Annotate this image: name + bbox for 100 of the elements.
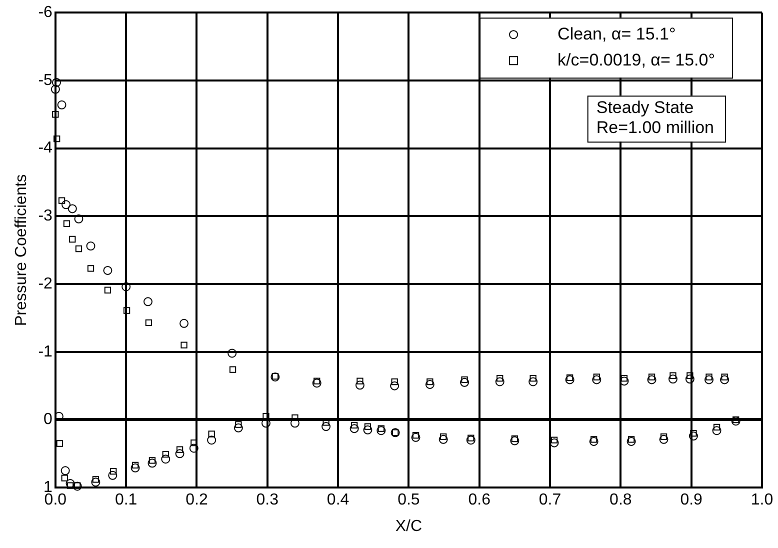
y-tick-label: -1: [38, 343, 53, 360]
point: [52, 111, 59, 118]
point: [63, 220, 70, 227]
point: [54, 135, 60, 142]
point: [180, 342, 188, 348]
point: [411, 432, 420, 442]
point: [314, 378, 320, 384]
point: [50, 84, 60, 94]
point: [108, 470, 118, 480]
x-axis-title: X/C: [395, 518, 422, 535]
point: [660, 433, 668, 440]
x-tick-label: 0.2: [186, 492, 208, 509]
point: [589, 436, 598, 446]
point: [175, 449, 184, 458]
point: [620, 375, 628, 382]
point: [378, 425, 384, 432]
point: [350, 424, 359, 434]
point: [52, 78, 61, 87]
point: [530, 375, 536, 382]
point: [720, 375, 730, 384]
x-tick-label: 0.7: [538, 492, 562, 509]
point: [62, 200, 71, 210]
point: [713, 424, 720, 431]
point: [103, 266, 112, 275]
point: [148, 457, 156, 464]
point: [704, 375, 714, 384]
x-tick-label: 0.5: [398, 492, 420, 509]
point: [461, 376, 468, 384]
point: [57, 100, 66, 110]
point: [234, 423, 243, 432]
point: [61, 474, 68, 482]
y-tick-label: -4: [38, 140, 53, 157]
x-tick-label: 0.1: [114, 492, 138, 509]
x-tick-label: 1.0: [750, 492, 774, 509]
point: [132, 462, 139, 469]
point: [355, 380, 364, 390]
x-tick-label: 0.8: [610, 492, 632, 509]
point: [72, 482, 82, 491]
point: [363, 425, 372, 434]
point: [731, 416, 740, 426]
point: [86, 242, 96, 251]
x-tick-label: 0.9: [680, 492, 703, 509]
point: [189, 444, 198, 453]
point: [647, 375, 656, 384]
point: [176, 446, 184, 453]
point: [438, 434, 448, 444]
point: [235, 421, 242, 428]
x-tick-label: 0.3: [256, 492, 279, 509]
point: [104, 286, 112, 294]
point: [208, 430, 215, 438]
point: [412, 432, 420, 439]
point: [648, 374, 656, 380]
point: [688, 432, 698, 441]
point: [66, 482, 74, 489]
point: [668, 374, 678, 384]
point: [92, 476, 100, 483]
point: [69, 236, 76, 243]
point: [58, 197, 66, 204]
y-axis-title: Pressure Coefficients: [13, 174, 30, 326]
point: [496, 375, 504, 382]
point: [74, 214, 84, 224]
point: [148, 458, 157, 468]
point: [145, 319, 152, 326]
point: [180, 318, 189, 328]
point: [110, 468, 117, 475]
point: [440, 433, 447, 440]
point: [161, 454, 170, 464]
point: [376, 426, 386, 436]
point: [626, 436, 636, 446]
point: [690, 430, 697, 437]
point: [511, 435, 518, 442]
point: [510, 436, 520, 446]
point: [566, 374, 574, 381]
annotation: Steady State Re=1.00 million: [596, 98, 714, 137]
point: [75, 245, 82, 252]
point: [592, 375, 602, 384]
legend-label: k/c=0.0019, α= 15.0°: [558, 50, 716, 70]
point: [670, 372, 676, 379]
point: [590, 436, 598, 443]
y-tick-label: -3: [38, 208, 53, 225]
point: [712, 426, 722, 436]
y-tick-label: -5: [38, 72, 53, 89]
point: [565, 375, 574, 384]
point: [685, 374, 694, 384]
point: [322, 422, 331, 432]
y-tick-label: 0: [44, 411, 53, 428]
point: [143, 297, 152, 306]
point: [364, 423, 372, 430]
point: [356, 378, 364, 384]
point: [460, 378, 470, 387]
point: [706, 374, 712, 380]
point: [228, 348, 237, 358]
point: [91, 478, 100, 487]
point: [391, 378, 398, 386]
x-tick-label: 0.4: [326, 492, 350, 509]
point: [350, 422, 358, 428]
point: [130, 463, 140, 472]
point: [628, 436, 635, 443]
point: [390, 381, 400, 390]
point: [87, 265, 94, 272]
